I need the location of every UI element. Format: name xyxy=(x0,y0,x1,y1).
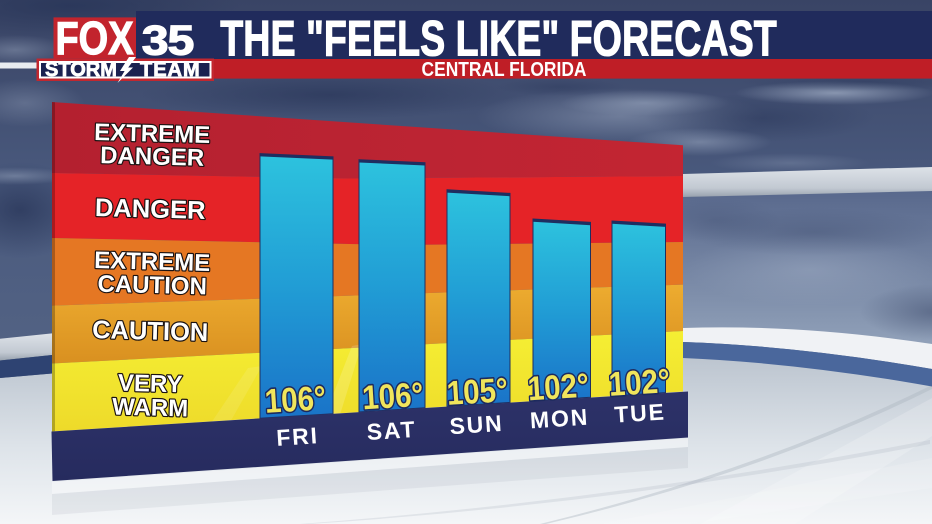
svg-text:EXTREME: EXTREME xyxy=(94,247,211,277)
svg-text:102°: 102° xyxy=(527,366,590,408)
svg-text:CENTRAL FLORIDA: CENTRAL FLORIDA xyxy=(422,58,587,80)
svg-text:STORM: STORM xyxy=(45,59,117,81)
svg-text:DANGER: DANGER xyxy=(100,142,205,172)
svg-text:FOX: FOX xyxy=(55,13,133,64)
svg-text:WARM: WARM xyxy=(112,394,189,423)
svg-text:TUE: TUE xyxy=(614,398,667,427)
svg-text:THE "FEELS LIKE" FORECAST: THE "FEELS LIKE" FORECAST xyxy=(220,11,776,66)
svg-text:MON: MON xyxy=(529,404,590,434)
svg-text:SUN: SUN xyxy=(449,410,504,439)
svg-text:FRI: FRI xyxy=(275,422,319,451)
svg-text:106°: 106° xyxy=(361,375,424,417)
svg-text:CAUTION: CAUTION xyxy=(92,316,209,347)
svg-text:SAT: SAT xyxy=(366,416,417,445)
svg-text:TEAM: TEAM xyxy=(140,59,201,81)
svg-text:102°: 102° xyxy=(608,361,671,403)
svg-text:106°: 106° xyxy=(264,378,327,420)
svg-text:105°: 105° xyxy=(446,370,509,412)
svg-text:VERY: VERY xyxy=(118,370,183,399)
svg-text:DANGER: DANGER xyxy=(95,194,206,225)
svg-text:35: 35 xyxy=(142,17,193,64)
svg-text:EXTREME: EXTREME xyxy=(94,119,211,149)
svg-text:CAUTION: CAUTION xyxy=(97,271,207,301)
